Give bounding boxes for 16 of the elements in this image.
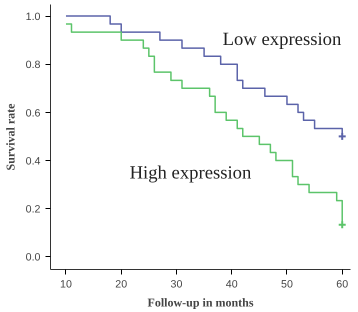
y-tick-label: 0.4	[26, 155, 41, 168]
y-axis-title: Survival rate	[4, 102, 18, 170]
x-tick-label: 50	[281, 278, 293, 290]
y-tick-label: 0.6	[26, 107, 41, 120]
x-axis-title: Follow-up in months	[147, 296, 254, 310]
x-tick-label: 10	[60, 278, 72, 290]
y-tick-label: 0.2	[26, 204, 41, 216]
x-tick-label: 60	[336, 278, 348, 290]
series-label: High expression	[130, 162, 252, 184]
x-tick-label: 20	[115, 278, 128, 290]
y-tick-label: 0.0	[26, 252, 41, 264]
y-tick-label: 0.8	[26, 59, 41, 72]
y-tick-label: 1.0	[26, 11, 41, 24]
x-tick-label: 30	[170, 278, 182, 290]
series-label: Low expression	[222, 29, 342, 50]
x-tick-label: 40	[226, 278, 238, 290]
